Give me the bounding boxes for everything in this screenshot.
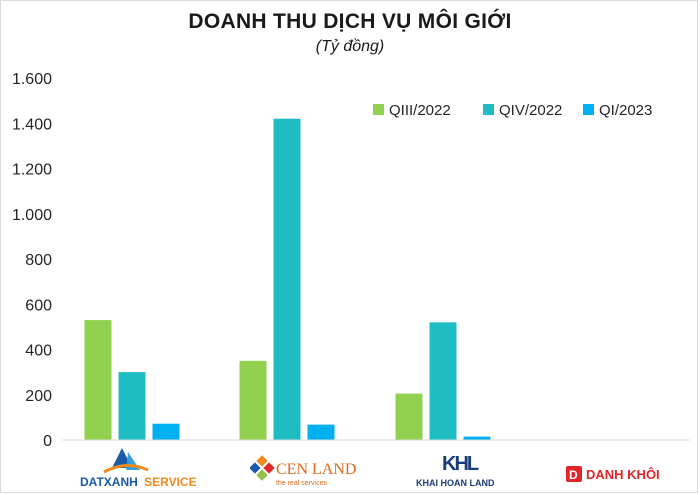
y-tick-label: 400 — [25, 343, 52, 360]
danhkhoi-logo-icon: D DANH KHÔI — [566, 466, 660, 482]
svg-text:DATXANH SERVICES: DATXANH SERVICES — [80, 475, 196, 489]
y-tick-label: 1.200 — [12, 162, 52, 179]
datxanh-word1: DATXANH — [80, 475, 138, 489]
legend-swatch — [373, 104, 384, 115]
khaihoan-mark: KHL — [442, 453, 479, 475]
bar-qiv-2022-2 — [429, 322, 457, 440]
khaihoan-logo-icon: KHL KHAI HOAN LAND — [416, 453, 495, 488]
bar-qi-2023-2 — [463, 436, 491, 440]
danhkhoi-mark: D — [569, 468, 578, 482]
legend: QIII/2022 QIV/2022 QI/2023 — [373, 102, 652, 119]
chart-title: DOANH THU DỊCH VỤ MÔI GIỚI — [188, 10, 512, 33]
bar-qi-2023-0 — [152, 423, 180, 440]
bar-qiv-2022-0 — [118, 372, 146, 440]
cenland-logo-icon: CEN LAND the real services — [249, 455, 356, 487]
bar-qiii-2022-2 — [395, 393, 423, 440]
datxanh-word2: SERVICES — [144, 475, 196, 489]
bar-qiii-2022-1 — [239, 360, 267, 440]
legend-label: QIII/2022 — [389, 102, 451, 119]
khaihoan-name: KHAI HOAN LAND — [416, 478, 495, 488]
y-tick-label: 200 — [25, 388, 52, 405]
datxanh-logo-icon: DATXANH SERVICES — [80, 448, 205, 489]
category-logo-cenland: CEN LAND the real services — [249, 446, 360, 490]
legend-swatch — [583, 104, 594, 115]
bars — [84, 118, 611, 440]
bar-qiv-2022-1 — [273, 118, 301, 440]
legend-label: QIV/2022 — [499, 102, 562, 119]
y-tick-label: 800 — [25, 252, 52, 269]
bar-qi-2023-1 — [307, 424, 335, 440]
y-tick-label: 1.000 — [12, 207, 52, 224]
category-logo-khaihoan: KHL KHAI HOAN LAND — [412, 446, 522, 490]
cenland-tagline: the real services — [276, 480, 327, 487]
legend-label: QI/2023 — [599, 102, 652, 119]
y-tick-label: 1.400 — [12, 116, 52, 133]
y-tick-label: 0 — [43, 433, 52, 450]
legend-swatch — [483, 104, 494, 115]
y-axis: 0 200 400 600 800 1.000 1.200 1.400 1.600 — [12, 71, 52, 450]
danhkhoi-name: DANH KHÔI — [586, 467, 660, 482]
cenland-name: CEN LAND — [276, 461, 356, 478]
y-tick-label: 600 — [25, 297, 52, 314]
y-tick-label: 1.600 — [12, 71, 52, 88]
category-logo-danhkhoi: D DANH KHÔI — [562, 446, 672, 490]
chart-subtitle: (Tỷ đồng) — [315, 38, 385, 55]
bar-qiii-2022-0 — [84, 320, 112, 440]
category-logo-datxanh: DATXANH SERVICES — [78, 446, 205, 490]
